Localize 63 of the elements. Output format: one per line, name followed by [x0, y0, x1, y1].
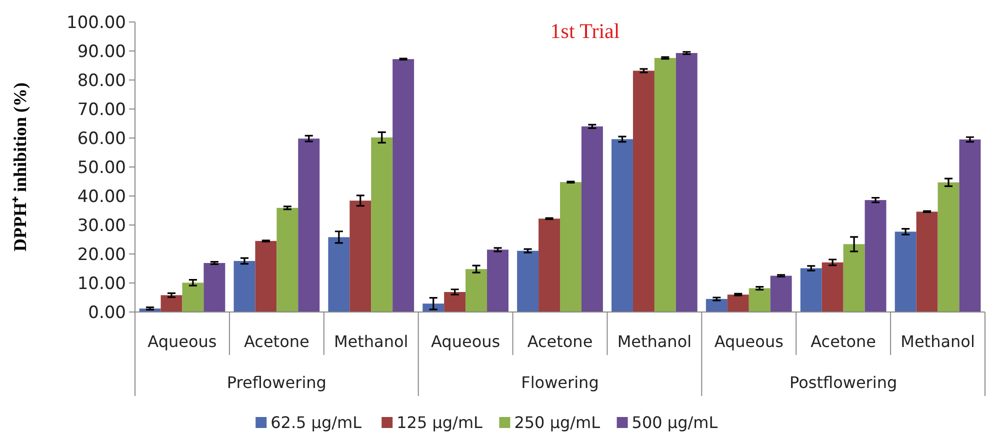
text: Flowering [521, 373, 599, 392]
y-tick-label: 100.00 [66, 12, 126, 33]
y-tick-label: 10.00 [77, 274, 126, 294]
bar [706, 298, 728, 312]
bar [204, 262, 226, 312]
x-tick-label: Aqueous [714, 332, 784, 351]
y-tick-label: 30.00 [77, 216, 126, 236]
bar [676, 53, 698, 312]
x-tick-label: Methanol [334, 332, 408, 351]
x-tick-label: Acetone [810, 332, 876, 351]
legend-label: 250 µg/mL [514, 413, 600, 432]
legend-label: 62.5 µg/mL [270, 413, 362, 432]
bar [444, 292, 466, 312]
bar [560, 182, 582, 312]
x-tick-label: Methanol [617, 332, 692, 351]
bar [938, 182, 960, 312]
bar [894, 232, 916, 312]
y-tick-label: 60.00 [77, 128, 126, 149]
bar [916, 212, 938, 312]
y-tick-label: 70.00 [77, 100, 126, 120]
x-tick-label: Aqueous [431, 332, 500, 351]
y-tick-label: 90.00 [77, 42, 126, 62]
chart-title: 1st Trial [550, 19, 620, 43]
text: Preflowering [226, 373, 326, 392]
bar [864, 200, 886, 312]
bar [517, 250, 539, 312]
y-axis-title: DPPH⁺ inhibition (%) [10, 82, 30, 252]
bar [727, 294, 749, 312]
y-tick-label: 20.00 [77, 244, 126, 265]
y-tick-label: 50.00 [77, 158, 126, 178]
bar [538, 218, 560, 312]
y-tick-label: 40.00 [77, 186, 126, 207]
bar [748, 288, 770, 312]
y-tick-label: 0.00 [88, 302, 126, 323]
bar [350, 200, 372, 312]
bar [371, 137, 393, 312]
bar [392, 59, 414, 312]
bar [160, 295, 182, 312]
bar [328, 237, 350, 312]
legend-label: 500 µg/mL [632, 413, 718, 432]
bar [255, 240, 277, 312]
x-tick-label: Acetone [244, 332, 310, 351]
bar [843, 244, 865, 312]
bar [632, 70, 654, 312]
bar [466, 269, 488, 312]
bar [612, 139, 633, 312]
legend-label: 125 µg/mL [396, 413, 483, 432]
bar [770, 276, 792, 312]
bar [298, 138, 320, 312]
bar [800, 268, 822, 312]
bar [581, 126, 603, 312]
bar [822, 262, 844, 312]
bar [654, 58, 676, 312]
x-tick-label: Acetone [527, 332, 593, 351]
bar [276, 208, 298, 312]
x-tick-label: Aqueous [148, 332, 217, 351]
bar [234, 260, 256, 312]
bar [182, 282, 204, 312]
x-tick-label: Methanol [900, 332, 975, 351]
y-tick-label: 80.00 [77, 70, 126, 91]
bar [487, 250, 508, 312]
bar [959, 139, 981, 312]
text: Postflowering [790, 373, 898, 392]
